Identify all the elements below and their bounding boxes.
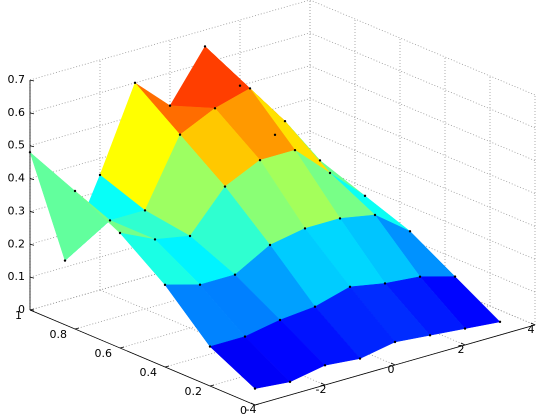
data-point xyxy=(273,133,277,137)
data-point xyxy=(363,194,367,198)
data-point xyxy=(73,189,77,193)
tick-mark xyxy=(29,309,35,312)
data-point xyxy=(318,159,322,162)
tick-mark xyxy=(254,403,260,406)
data-point xyxy=(153,238,157,241)
y-tick-label: 0.6 xyxy=(95,347,113,360)
data-point xyxy=(498,320,502,324)
data-point xyxy=(233,273,237,276)
data-point xyxy=(198,283,202,286)
data-point xyxy=(28,151,32,154)
tick-mark xyxy=(29,211,35,213)
data-point xyxy=(238,84,242,87)
tick-mark xyxy=(29,145,35,148)
data-point xyxy=(303,227,307,230)
axis-line xyxy=(29,309,256,406)
data-point xyxy=(328,171,332,175)
x-tick-label: 0 xyxy=(388,363,395,376)
tick-mark xyxy=(29,276,35,279)
tick-mark xyxy=(390,362,396,366)
grid-line xyxy=(119,267,401,349)
grid-line xyxy=(164,286,446,368)
z-tick-label: 0.3 xyxy=(8,204,26,217)
data-point xyxy=(268,243,272,247)
tick-mark xyxy=(460,342,466,346)
grid-line xyxy=(29,32,311,114)
data-point xyxy=(453,275,457,278)
data-point xyxy=(178,133,182,136)
data-point xyxy=(373,213,377,217)
grid-line xyxy=(74,248,356,330)
y-tick-label: 0.2 xyxy=(185,385,203,398)
data-point xyxy=(418,275,422,278)
y-tick-label: 0 xyxy=(240,404,247,416)
data-point xyxy=(463,327,467,330)
z-tick-label: 0 xyxy=(18,303,25,316)
grid-line xyxy=(29,196,311,278)
data-point xyxy=(258,158,262,162)
data-point xyxy=(143,209,147,212)
x-tick-label: -2 xyxy=(316,383,327,396)
tick-mark xyxy=(530,322,536,326)
z-tick-label: 0.4 xyxy=(8,172,26,185)
data-point xyxy=(393,340,397,344)
tick-mark xyxy=(119,346,125,349)
grid-line xyxy=(29,229,311,311)
data-point xyxy=(133,81,137,85)
data-point xyxy=(313,305,317,308)
data-point xyxy=(213,107,217,110)
grid-line xyxy=(29,65,311,147)
data-point xyxy=(188,234,192,238)
tick-mark xyxy=(29,243,35,246)
data-point xyxy=(358,357,362,360)
data-point xyxy=(323,364,327,367)
grid-line xyxy=(29,0,311,81)
tick-mark xyxy=(209,384,215,387)
data-point xyxy=(278,318,282,322)
z-tick-label: 0.5 xyxy=(8,139,26,152)
x-tick-label: 2 xyxy=(458,343,465,356)
data-point xyxy=(223,185,227,188)
data-point xyxy=(168,104,172,107)
z-tick-label: 0.7 xyxy=(8,73,26,86)
y-tick-label: 1 xyxy=(15,309,22,322)
grid-line xyxy=(29,98,311,179)
data-point xyxy=(163,283,167,287)
data-point xyxy=(208,345,212,348)
tick-mark xyxy=(320,382,326,386)
tick-mark xyxy=(29,178,35,180)
y-tick-label: 0.4 xyxy=(140,366,158,379)
data-point xyxy=(383,282,387,285)
z-tick-label: 0.6 xyxy=(8,106,26,119)
tick-mark xyxy=(29,112,35,115)
tick-mark xyxy=(74,327,80,330)
data-point xyxy=(428,334,432,337)
tick-mark xyxy=(250,402,256,406)
data-point xyxy=(293,148,297,152)
data-point xyxy=(253,387,257,390)
data-point xyxy=(98,173,102,177)
data-point xyxy=(203,45,207,48)
data-point xyxy=(288,380,292,384)
data-point xyxy=(338,217,342,220)
data-point xyxy=(243,335,247,338)
tick-mark xyxy=(29,79,35,82)
data-point xyxy=(118,231,122,235)
z-tick-label: 0.1 xyxy=(8,270,26,283)
z-tick-label: 0.2 xyxy=(8,237,26,250)
data-point xyxy=(408,230,412,233)
tick-mark xyxy=(164,365,170,368)
data-point xyxy=(248,87,252,90)
x-tick-label: 4 xyxy=(528,323,535,336)
y-tick-label: 0.8 xyxy=(50,328,68,341)
data-point xyxy=(283,119,287,123)
data-point xyxy=(108,219,112,222)
x-tick-label: -4 xyxy=(246,403,257,416)
data-point xyxy=(63,259,67,262)
data-point xyxy=(348,285,352,289)
